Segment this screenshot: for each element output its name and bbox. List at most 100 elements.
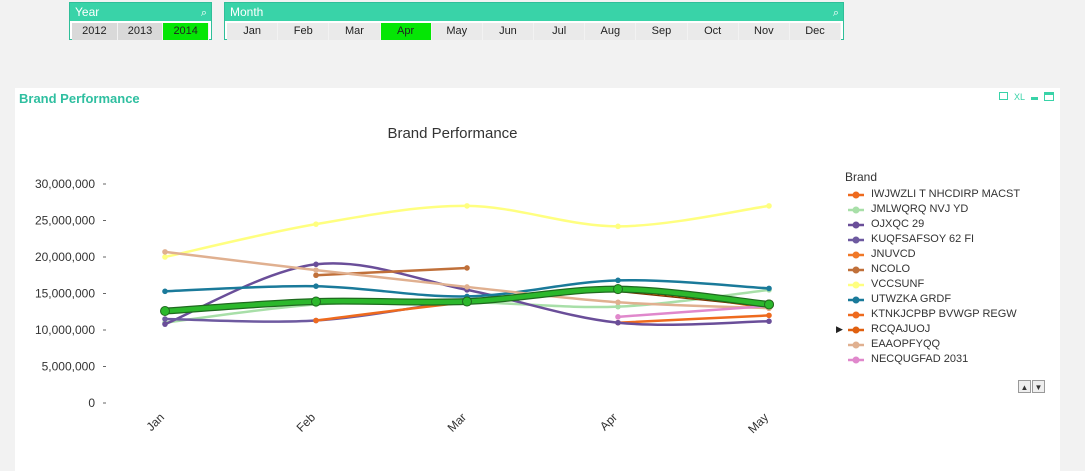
month-item-nov[interactable]: Nov (738, 23, 790, 40)
data-point-eaaopfyqq (162, 249, 168, 255)
month-item-jun[interactable]: Jun (482, 23, 535, 40)
legend-item-jmlwqrq-nvj-yd[interactable]: JMLWQRQ NVJ YD (845, 202, 1055, 217)
legend-swatch (848, 281, 864, 289)
legend-swatch (848, 341, 864, 349)
year-item-2014[interactable]: 2014 (163, 23, 210, 40)
data-point-ojxqc-29 (766, 318, 772, 325)
data-point-utwzka-grdf (313, 283, 319, 289)
data-point-vccsunf (464, 203, 470, 209)
y-tick-label: 0 (88, 396, 95, 410)
legend-item-rcqajuoj[interactable]: ▶ RCQAJUOJ (836, 322, 1055, 337)
year-item-2012[interactable]: 2012 (72, 23, 118, 40)
legend-label: KUQFSAFSOY 62 FI (871, 233, 975, 245)
search-icon[interactable]: ⌕ (200, 7, 207, 19)
series-line-vccsunf (164, 204, 770, 259)
scroll-up-button[interactable]: ▲ (1018, 380, 1031, 393)
x-tick-label: May (745, 410, 771, 436)
legend-item-necqugfad-2031[interactable]: NECQUGFAD 2031 (845, 352, 1055, 367)
legend-label: NCOLO (871, 263, 911, 275)
y-tick-label: 5,000,000 (42, 360, 96, 374)
data-point-kuqfsafsoy-62-fi (162, 316, 168, 322)
month-item-feb[interactable]: Feb (278, 23, 330, 40)
legend-item-ktnkjcpbp-bvwgp-regw[interactable]: KTNKJCPBP BVWGP REGW (845, 307, 1055, 322)
x-tick-label: Feb (294, 410, 319, 435)
data-point-ojxqc-29 (313, 261, 319, 268)
month-listbox-items: Jan Feb Mar Apr May Jun Jul Aug Sep Oct Nov Dec (227, 23, 842, 40)
month-item-mar[interactable]: Mar (329, 23, 381, 40)
maximize-icon[interactable] (1044, 92, 1054, 101)
month-item-jan[interactable]: Jan (227, 23, 279, 40)
data-point-utwzka-grdf (162, 288, 168, 295)
month-item-sep[interactable]: Sep (636, 23, 688, 40)
month-item-aug[interactable]: Aug (585, 23, 637, 40)
legend-label: UTWZKA GRDF (871, 293, 952, 305)
data-point-utwzka-grdf (615, 277, 621, 284)
month-item-oct[interactable]: Oct (687, 23, 739, 40)
search-icon[interactable]: ⌕ (832, 7, 839, 19)
data-point-eaaopfyqq (313, 267, 319, 273)
month-listbox[interactable]: Month ⌕ Jan Feb Mar Apr May Jun Jul Aug Sep Oct No… (224, 2, 844, 40)
y-tick-label: 15,000,000 (35, 287, 95, 301)
year-listbox-title: Year (75, 5, 100, 19)
data-point-highlighted (613, 284, 623, 295)
legend-label: JMLWQRQ NVJ YD (871, 203, 969, 215)
legend-label: EAAOPFYQQ (871, 338, 941, 350)
data-point-ktnkjcpbp-bvwgp-regw (313, 317, 319, 324)
legend-item-vccsunf[interactable]: VCCSUNF (845, 277, 1055, 292)
minimize-icon[interactable] (1031, 97, 1038, 100)
series-line-ncolo (315, 266, 468, 277)
legend-item-utwzka-grdf[interactable]: UTWZKA GRDF (845, 292, 1055, 307)
data-point-necqugfad-2031 (615, 314, 621, 320)
month-item-dec[interactable]: Dec (789, 23, 842, 40)
month-item-apr[interactable]: Apr (380, 23, 432, 40)
legend-item-jnuvcd[interactable]: JNUVCD (845, 247, 1055, 262)
legend-item-ojxqc-29[interactable]: OJXQC 29 (845, 217, 1055, 232)
data-point-highlighted (311, 296, 321, 307)
data-point-highlighted (462, 296, 472, 307)
scroll-down-button[interactable]: ▼ (1032, 380, 1045, 393)
legend-label: NECQUGFAD 2031 (871, 353, 969, 365)
month-item-jul[interactable]: Jul (534, 23, 586, 40)
legend-swatch (848, 251, 864, 259)
data-point-ncolo (313, 272, 319, 279)
series-line-necqugfad-2031 (617, 304, 770, 319)
panel-toolbar: XL (998, 92, 1054, 102)
data-point-ojxqc-29 (615, 319, 621, 326)
legend-swatch (848, 326, 864, 334)
data-point-highlighted (160, 306, 170, 317)
legend-label: KTNKJCPBP BVWGP REGW (871, 308, 1017, 320)
y-tick-label: 30,000,000 (35, 177, 95, 191)
data-point-ncolo (464, 265, 470, 271)
legend-item-iwjwzli-t-nhcdirp-macst[interactable]: IWJWZLI T NHCDIRP MACST (845, 187, 1055, 202)
line-chart: 0 5,000,000 10,000,000 15,000,000 20,000,000… (35, 177, 774, 436)
data-point-jmlwqrq-nvj-yd (615, 303, 621, 310)
legend-swatch (848, 191, 864, 199)
data-point-eaaopfyqq (615, 299, 621, 306)
data-point-iwjwzli-t-nhcdirp-macst (766, 312, 772, 319)
legend-title: Brand (845, 170, 878, 184)
data-point-vccsunf (313, 221, 319, 227)
legend-swatch (848, 296, 864, 304)
legend-swatch (848, 206, 864, 214)
month-item-may[interactable]: May (431, 23, 483, 40)
x-tick-label: Apr (597, 410, 620, 433)
data-point-ojxqc-29 (162, 321, 168, 327)
y-tick-label: 10,000,000 (35, 323, 95, 337)
legend-label: IWJWZLI T NHCDIRP MACST (871, 188, 1021, 200)
export-excel-icon[interactable]: XL (1013, 92, 1025, 102)
brand-performance-panel: Brand Performance XL Brand Performance 0… (15, 88, 1060, 471)
y-tick-label: 20,000,000 (35, 250, 95, 264)
legend-item-kuqfsafsoy-62-fi[interactable]: KUQFSAFSOY 62 FI (845, 232, 1055, 247)
print-icon[interactable] (998, 92, 1008, 100)
year-listbox-header: Year ⌕ (70, 3, 211, 21)
panel-title: Brand Performance (19, 91, 140, 106)
legend-scroll-buttons: ▲ ▼ (1018, 380, 1045, 393)
data-point-utwzka-grdf (766, 285, 772, 292)
legend-item-eaaopfyqq[interactable]: EAAOPFYQQ (845, 337, 1055, 352)
year-listbox[interactable]: Year ⌕ 2012 2013 2014 (69, 2, 212, 40)
year-listbox-items: 2012 2013 2014 (72, 23, 210, 40)
legend-item-ncolo[interactable]: NCOLO (845, 262, 1055, 277)
legend-swatch (848, 266, 864, 274)
data-point-vccsunf (766, 203, 772, 209)
year-item-2013[interactable]: 2013 (117, 23, 164, 40)
